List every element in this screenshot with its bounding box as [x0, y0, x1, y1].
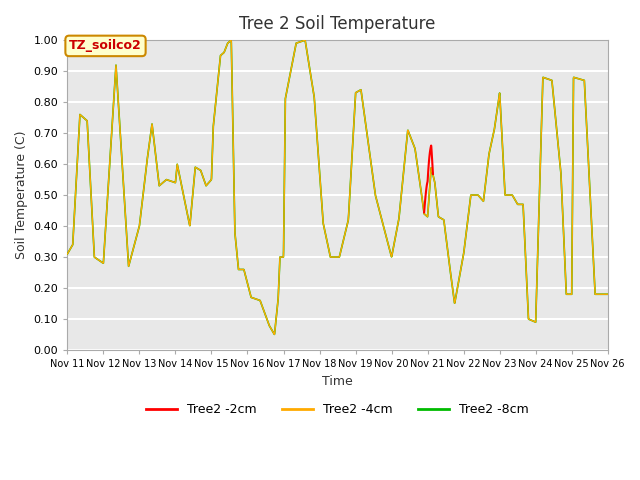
- Title: Tree 2 Soil Temperature: Tree 2 Soil Temperature: [239, 15, 436, 33]
- Legend: Tree2 -2cm, Tree2 -4cm, Tree2 -8cm: Tree2 -2cm, Tree2 -4cm, Tree2 -8cm: [141, 398, 534, 421]
- Y-axis label: Soil Temperature (C): Soil Temperature (C): [15, 131, 28, 259]
- X-axis label: Time: Time: [322, 374, 353, 388]
- Text: TZ_soilco2: TZ_soilco2: [69, 39, 142, 52]
